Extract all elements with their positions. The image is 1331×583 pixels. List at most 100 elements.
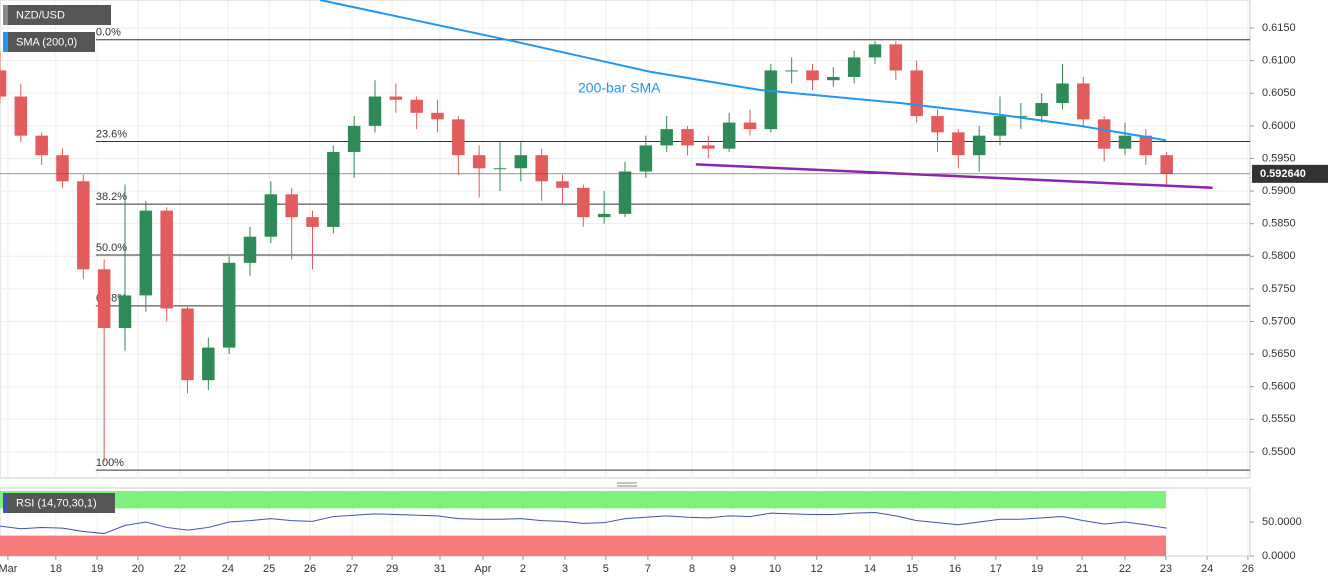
x-tick-label: 15 (906, 563, 918, 575)
candle-body (306, 217, 319, 227)
candle-body (952, 132, 965, 156)
candle-body (702, 145, 715, 149)
candle-body (910, 70, 923, 117)
candle-body (181, 308, 194, 381)
candle-body (639, 145, 653, 172)
candle-body (243, 236, 257, 263)
candle-body (722, 122, 736, 149)
x-tick-label: 7 (645, 563, 651, 575)
candle-body (681, 129, 694, 146)
y-tick-label: 0.6100 (1262, 55, 1296, 67)
x-tick-label: 2 (520, 563, 526, 575)
candle-body (35, 135, 48, 156)
price-tag-box (1252, 164, 1328, 183)
x-tick-label: 25 (263, 563, 275, 575)
candle-body (327, 151, 340, 227)
candle-body (1014, 116, 1028, 118)
candle-body (1077, 83, 1090, 120)
x-tick-label: 5 (603, 563, 609, 575)
candle-body (14, 96, 28, 136)
candle-body (472, 155, 486, 169)
y-tick-label: 0.5850 (1262, 218, 1296, 230)
candle-body (1056, 83, 1069, 104)
symbol-box[interactable] (3, 5, 111, 25)
candle-body (285, 194, 298, 218)
x-tick-label: 20 (132, 563, 144, 575)
candle-body (889, 44, 903, 71)
x-tick-label: 3 (562, 563, 568, 575)
main-panel (0, 0, 1251, 479)
candle-body (347, 125, 361, 152)
sma-line (319, 0, 1166, 142)
x-tick-label: 12 (811, 563, 823, 575)
candle-body (160, 210, 173, 309)
indicator: SMA (200,0) (16, 36, 77, 48)
x-tick-label: 27 (346, 563, 358, 575)
candle-body (1035, 103, 1048, 117)
x-tick-label: 10 (769, 563, 781, 575)
x-tick-label: 16 (949, 563, 961, 575)
y-tick-label: 0.6000 (1262, 120, 1296, 132)
oversold-zone (0, 535, 1166, 556)
candle-body (410, 99, 423, 113)
x-tick-label: 24 (222, 563, 234, 575)
x-tick-label: 9 (730, 563, 736, 575)
candle-body (993, 116, 1007, 136)
rsi-box[interactable] (3, 493, 115, 513)
candle-body (1139, 135, 1153, 156)
candle-body (764, 70, 778, 130)
y-tick-label: 0.5700 (1262, 315, 1296, 327)
candle-body (972, 135, 986, 156)
candle-body (1160, 155, 1173, 174)
x-tick-label: 14 (864, 563, 876, 575)
candle-body (577, 187, 590, 218)
x-tick-label: Mar (0, 563, 18, 575)
rsi-line (0, 511, 1167, 535)
y-tick-label: 0.5650 (1262, 348, 1296, 360)
rsi-title: RSI (14,70,30,1) (16, 497, 97, 509)
symbol-marker (3, 5, 8, 25)
x-tick-label: 24 (1201, 563, 1213, 575)
candle-body (222, 262, 236, 348)
candle-body (847, 57, 861, 77)
candle-body (1097, 119, 1111, 149)
y-tick-label: 0.5550 (1262, 413, 1296, 425)
x-tick-label: 29 (386, 563, 398, 575)
candle-body (931, 116, 944, 133)
fib-label: 100% (96, 457, 124, 469)
candle-body (389, 96, 403, 100)
y-tick-label: 0.5800 (1262, 250, 1296, 262)
x-tick-label: 26 (1242, 563, 1254, 575)
rsi-tick-label: 50.0000 (1262, 516, 1302, 528)
x-tick-label: 18 (50, 563, 62, 575)
x-tick-label: 8 (689, 563, 695, 575)
y-tick-label: 0.6050 (1262, 87, 1296, 99)
support-line (695, 163, 1213, 190)
x-tick-label: 19 (1031, 563, 1043, 575)
candle-body (806, 70, 819, 81)
candle-body (1118, 135, 1132, 149)
price-tag: 0.592640 (1260, 168, 1306, 180)
fib-label: 23.6% (96, 128, 127, 140)
x-tick-label: 21 (1076, 563, 1088, 575)
x-tick-label: 26 (304, 563, 316, 575)
candle-body (139, 210, 153, 296)
symbol: NZD/USD (16, 9, 65, 21)
candle-body (368, 96, 382, 126)
overbought-zone (0, 491, 1166, 509)
y-tick-label: 0.5750 (1262, 283, 1296, 295)
indicator-box[interactable] (3, 32, 95, 52)
y-tick-label: 0.5600 (1262, 381, 1296, 393)
x-tick-label: 22 (174, 563, 186, 575)
candle-body (56, 155, 69, 182)
y-tick-label: 0.5500 (1262, 446, 1296, 458)
candle-body (77, 181, 90, 270)
candle-body (202, 347, 215, 381)
x-tick-label: 23 (1160, 563, 1172, 575)
candle-body (618, 171, 632, 214)
x-tick-label: 17 (990, 563, 1002, 575)
x-tick-label: 22 (1119, 563, 1131, 575)
candle-body (660, 129, 673, 146)
candle-body (597, 213, 611, 218)
